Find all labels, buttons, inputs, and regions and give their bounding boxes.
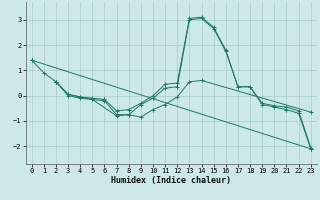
- X-axis label: Humidex (Indice chaleur): Humidex (Indice chaleur): [111, 176, 231, 185]
